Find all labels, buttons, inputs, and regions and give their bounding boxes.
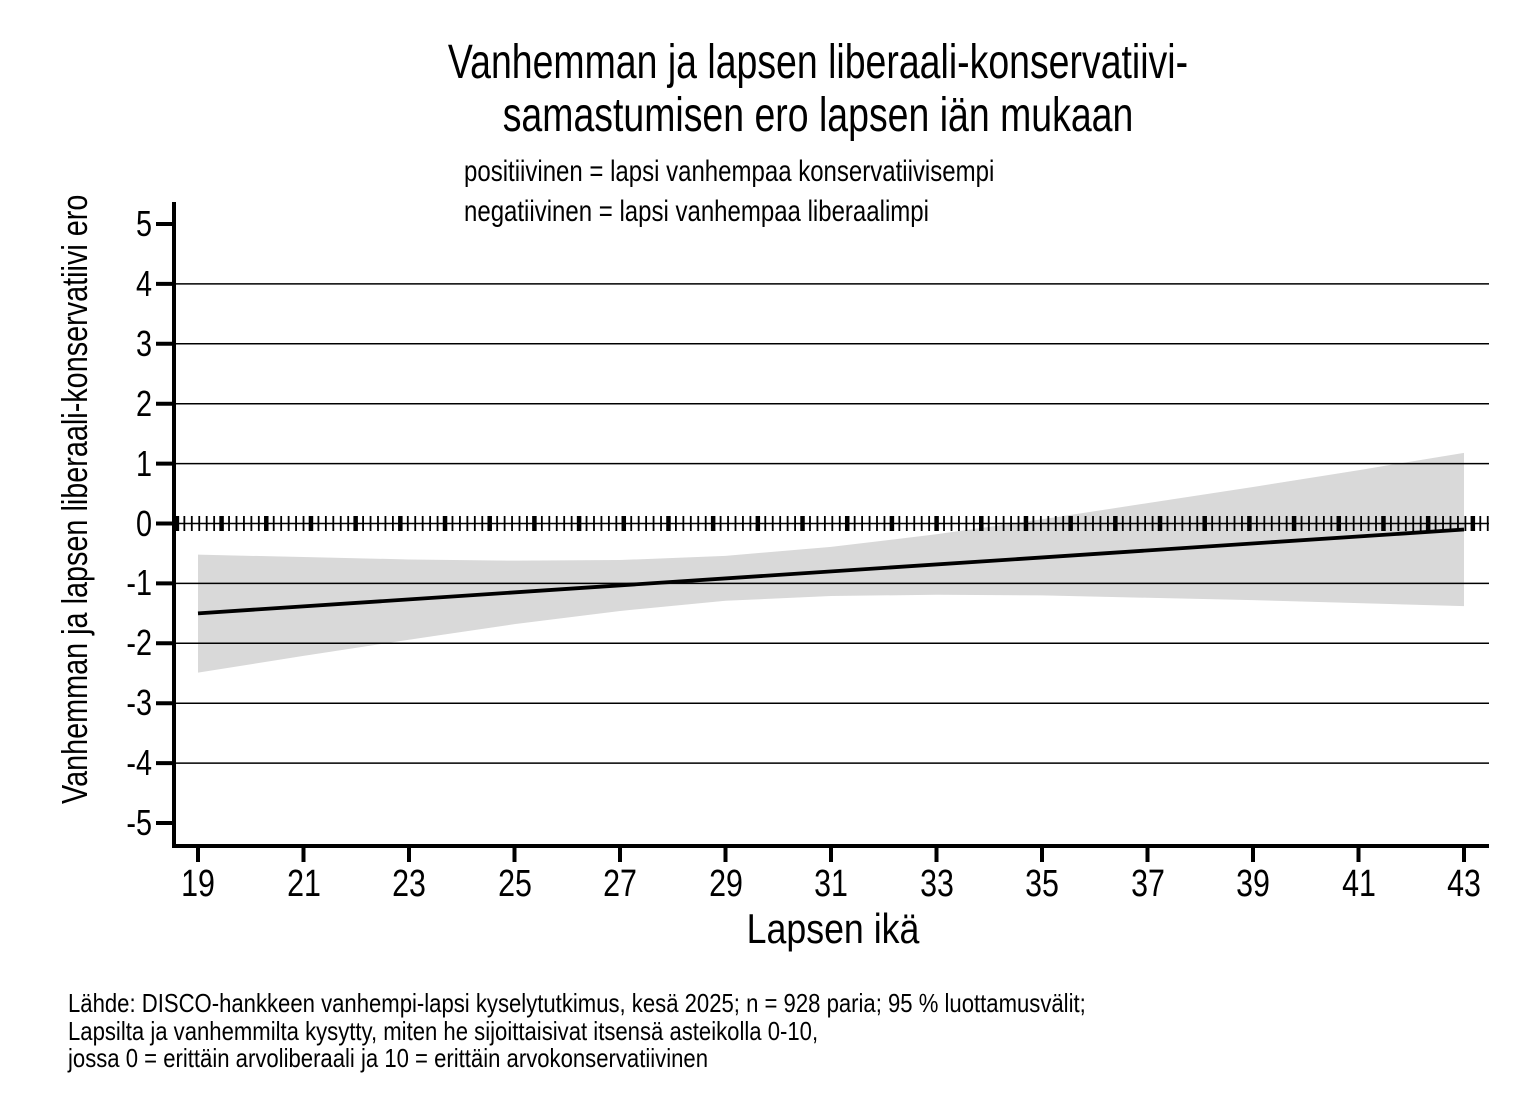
x-tick-label: 37 — [1130, 863, 1165, 905]
x-tick-label: 35 — [1025, 863, 1059, 905]
source-note-line3: jossa 0 = erittäin arvoliberaali ja 10 =… — [68, 1043, 709, 1073]
x-tick-label: 43 — [1447, 863, 1481, 905]
y-tick-label: -4 — [126, 742, 152, 784]
fit-line — [197, 527, 1465, 616]
chart-title-line2: samastumisen ero lapsen iän mukaan — [502, 89, 1134, 142]
y-tick-label: -1 — [126, 562, 152, 604]
x-tick-label: 25 — [497, 863, 532, 905]
source-note: Lähde: DISCO-hankkeen vanhempi-lapsi kys… — [68, 988, 1086, 1073]
y-tick-label: 3 — [135, 322, 152, 364]
source-note-line1: Lähde: DISCO-hankkeen vanhempi-lapsi kys… — [68, 988, 1086, 1018]
x-tick-label: 39 — [1236, 863, 1270, 905]
x-tick-label: 21 — [286, 863, 321, 905]
x-tick-label: 19 — [181, 863, 215, 905]
y-tick-label: 2 — [135, 382, 152, 424]
y-tick-label: 0 — [135, 502, 152, 544]
x-tick-label: 31 — [814, 863, 848, 905]
x-axis-title: Lapsen ikä — [746, 905, 920, 952]
chart-title-line1: Vanhemman ja lapsen liberaali-konservati… — [447, 36, 1189, 89]
y-tick-label: -3 — [126, 682, 152, 724]
y-tick-label: 1 — [135, 442, 152, 484]
y-tick-label: 4 — [135, 262, 152, 304]
chart-subtitle-line2: negatiivinen = lapsi vanhempaa liberaali… — [464, 195, 929, 228]
y-tick-label: 5 — [135, 203, 152, 244]
x-tick-label: 41 — [1341, 863, 1376, 905]
y-tick-label: -2 — [126, 622, 152, 664]
x-tick-label: 23 — [392, 863, 426, 905]
x-tick-label: 27 — [603, 863, 637, 905]
chart-subtitle-line1: positiivinen = lapsi vanhempaa konservat… — [464, 155, 995, 188]
x-tick-label: 33 — [919, 863, 954, 905]
x-tick-label: 29 — [708, 863, 743, 905]
y-tick-label: -5 — [126, 802, 152, 843]
source-note-line2: Lapsilta ja vanhemmilta kysytty, miten h… — [68, 1015, 819, 1046]
chart-title: Vanhemman ja lapsen liberaali-konservati… — [256, 36, 1379, 142]
chart-subtitle: positiivinen = lapsi vanhempaa konservat… — [464, 152, 994, 232]
confidence-band — [198, 452, 1464, 673]
